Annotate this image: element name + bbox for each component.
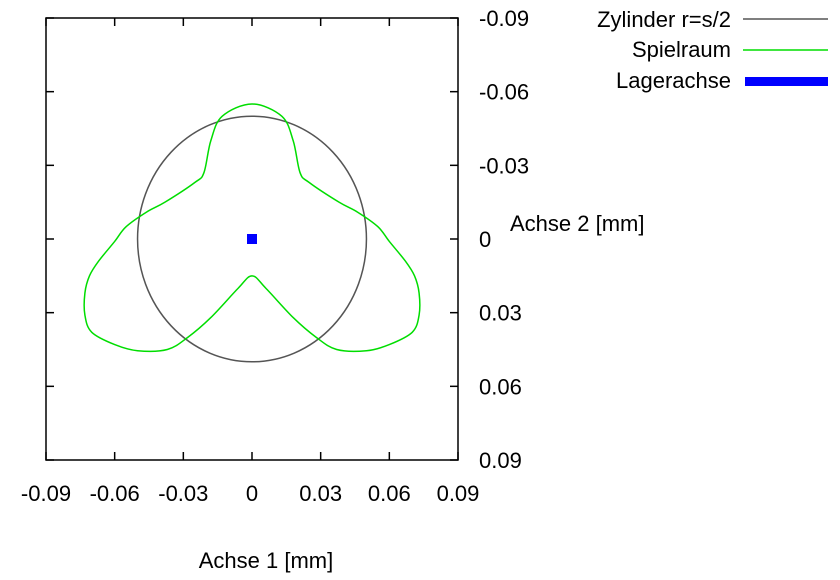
y-tick-label: -0.03 (479, 153, 529, 178)
y-tick-label: 0.03 (479, 301, 522, 326)
y-tick-label: 0.09 (479, 448, 522, 473)
series-lagerachse-point (247, 234, 257, 244)
data-layer (83, 103, 421, 363)
y-axis-label: Achse 2 [mm] (510, 211, 644, 236)
x-tick-label: -0.06 (90, 481, 140, 506)
legend-label-zylinder: Zylinder r=s/2 (597, 7, 731, 32)
legend: Zylinder r=s/2 Spielraum Lagerachse (597, 7, 828, 93)
series-zylinder-circle (136, 115, 368, 363)
x-axis-label: Achse 1 [mm] (199, 548, 333, 573)
x-tick-label: 0.03 (299, 481, 342, 506)
x-tick-label: -0.09 (21, 481, 71, 506)
legend-label-lagerachse: Lagerachse (616, 68, 731, 93)
x-tick-label: 0.06 (368, 481, 411, 506)
tick-layer: -0.09 -0.06 -0.03 0 0.03 0.06 0.09 -0.09 -0.06 -0… (21, 6, 529, 506)
x-tick-label: -0.03 (158, 481, 208, 506)
legend-label-spielraum: Spielraum (632, 37, 731, 62)
y-tick-label: -0.09 (479, 6, 529, 31)
series-spielraum-curve (83, 103, 421, 353)
legend-swatch-lagerachse (745, 77, 828, 86)
x-tick-label: 0 (246, 481, 258, 506)
y-tick-label: 0 (479, 227, 491, 252)
y-tick-label: 0.06 (479, 374, 522, 399)
y-tick-label: -0.06 (479, 80, 529, 105)
x-tick-label: 0.09 (437, 481, 480, 506)
